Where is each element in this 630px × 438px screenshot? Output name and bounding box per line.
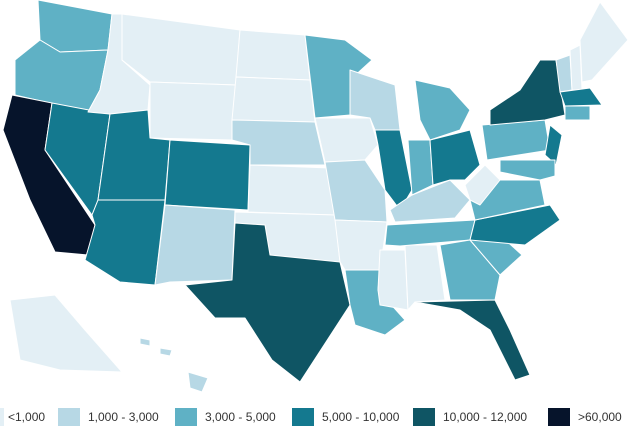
legend-swatch — [548, 408, 570, 426]
state-region — [159, 347, 173, 357]
state-region — [464, 164, 501, 206]
state-region — [499, 159, 556, 181]
legend-swatch — [292, 408, 314, 426]
state-region — [439, 239, 501, 301]
state-region — [164, 139, 251, 211]
state-region — [247, 164, 336, 216]
state-region — [37, 0, 113, 53]
state-region — [154, 204, 236, 286]
state-region — [384, 219, 476, 247]
state-region — [349, 69, 401, 131]
state-region — [414, 299, 531, 381]
state-region — [9, 294, 123, 373]
legend-label: 10,000 - 12,000 — [443, 410, 527, 424]
state-region — [324, 159, 388, 223]
legend-label: 3,000 - 5,000 — [205, 410, 276, 424]
state-region — [544, 124, 563, 166]
state-region — [231, 76, 316, 123]
legend-label: <1,000 — [8, 410, 45, 424]
state-region — [407, 139, 434, 196]
state-region — [404, 244, 446, 311]
state-region — [149, 81, 237, 141]
legend-label: 1,000 - 3,000 — [88, 410, 159, 424]
state-region — [187, 371, 209, 393]
legend-swatch — [58, 408, 80, 426]
state-region — [121, 13, 241, 86]
state-region — [579, 1, 629, 83]
state-region — [559, 87, 603, 107]
state-region — [564, 105, 591, 121]
state-region — [469, 204, 561, 246]
state-region — [414, 79, 471, 141]
legend-swatch — [413, 408, 435, 426]
legend-label: 5,000 - 10,000 — [322, 410, 400, 424]
state-region — [429, 129, 481, 186]
state-region — [184, 222, 351, 383]
state-region — [489, 59, 566, 126]
state-region — [84, 199, 166, 286]
legend-swatch — [0, 408, 4, 426]
legend: <1,000 1,000 - 3,000 3,000 - 5,000 5,000 - … — [0, 408, 622, 426]
state-region — [235, 29, 311, 81]
legend-label: >60,000 — [578, 410, 622, 424]
legend-swatch — [175, 408, 197, 426]
state-region — [314, 117, 379, 163]
state-region — [377, 249, 409, 311]
state-region — [481, 119, 551, 161]
states — [2, 0, 629, 393]
state-region — [139, 337, 151, 347]
